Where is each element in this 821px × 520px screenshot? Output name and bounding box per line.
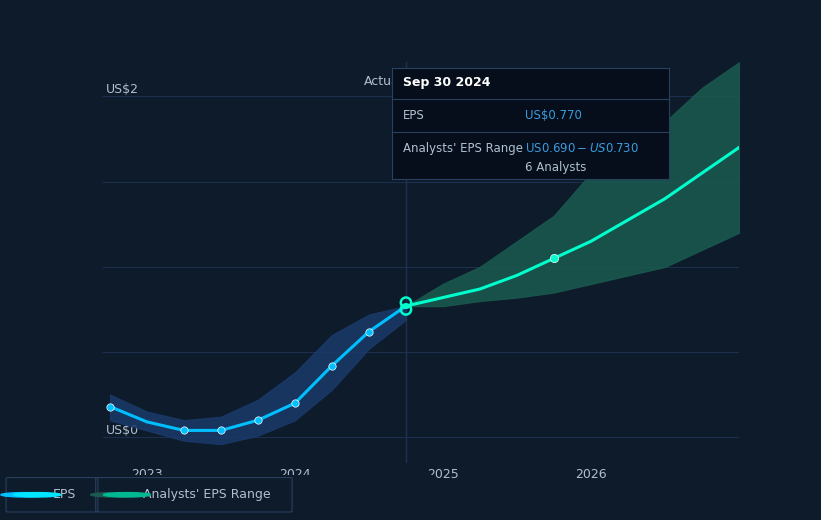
Point — [548, 254, 561, 263]
Text: US$0.770: US$0.770 — [525, 109, 582, 122]
Text: US$0: US$0 — [106, 424, 139, 437]
Point — [399, 305, 412, 314]
Point — [399, 298, 412, 307]
Text: 2025: 2025 — [427, 468, 459, 481]
Circle shape — [103, 492, 150, 497]
Point — [362, 328, 375, 336]
Text: 2024: 2024 — [279, 468, 311, 481]
Circle shape — [90, 492, 138, 497]
Circle shape — [14, 492, 61, 497]
Point — [288, 399, 301, 407]
Point — [214, 426, 227, 435]
Circle shape — [1, 492, 48, 497]
Point — [177, 426, 190, 435]
Text: 2023: 2023 — [131, 468, 163, 481]
Text: EPS: EPS — [403, 109, 425, 122]
Text: Analysts Forecasts: Analysts Forecasts — [409, 75, 525, 88]
Text: US$2: US$2 — [106, 84, 139, 97]
Text: 2026: 2026 — [576, 468, 607, 481]
Text: Actual: Actual — [364, 75, 403, 88]
Text: 6 Analysts: 6 Analysts — [525, 161, 586, 174]
Point — [103, 402, 117, 411]
Text: US$0.690 - US$0.730: US$0.690 - US$0.730 — [525, 142, 639, 155]
Text: Sep 30 2024: Sep 30 2024 — [403, 76, 491, 89]
Point — [325, 361, 338, 370]
Text: Analysts' EPS Range: Analysts' EPS Range — [143, 488, 270, 501]
Point — [251, 416, 264, 424]
Text: EPS: EPS — [53, 488, 76, 501]
Text: Analysts' EPS Range: Analysts' EPS Range — [403, 142, 523, 155]
